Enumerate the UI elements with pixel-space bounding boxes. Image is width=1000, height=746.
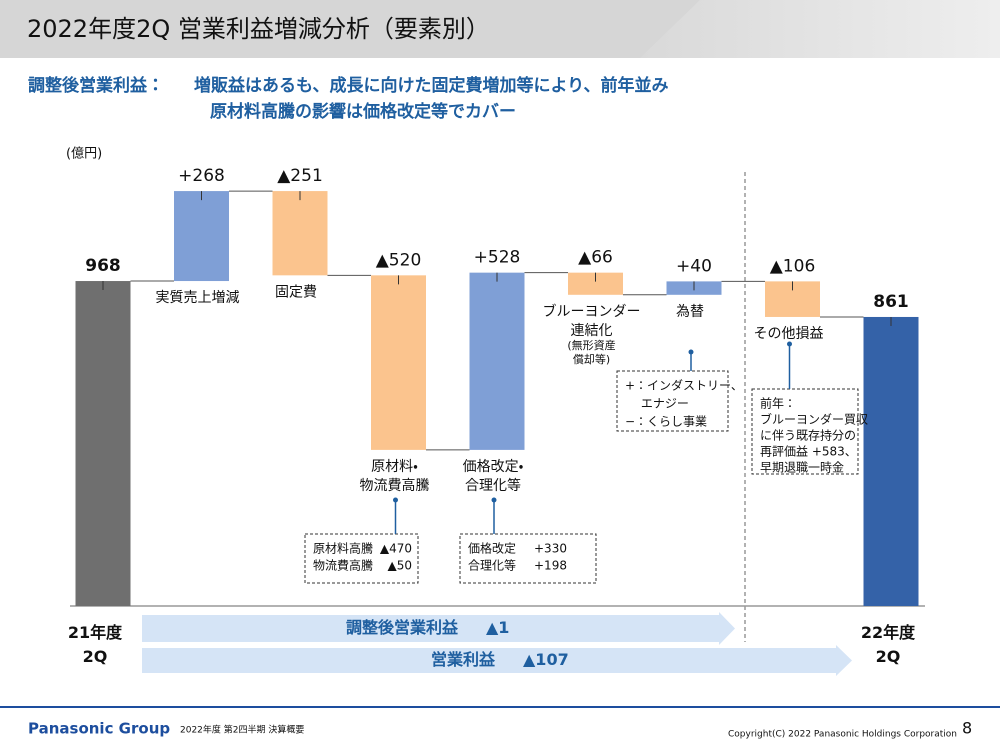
footer-doc: 2022年度 第2四半期 決算概要 [180,724,304,736]
annotation-text: 早期退職一時金 [760,461,844,475]
category-label: 固定費 [275,284,317,300]
text-line: 2Q [876,647,901,666]
category-label: 原材料・物流費高騰 [360,459,430,494]
annotation-box [459,533,597,584]
annotation-dot [688,349,694,355]
footer-copyright: Copyright(C) 2022 Panasonic Holdings Cor… [728,730,957,740]
annotation-text: 再評価益 +583、 [760,445,857,459]
summary-value: ▲107 [523,650,569,669]
text-line: 2Q [83,647,108,666]
category-label: 価格改定・合理化等 [463,459,524,494]
annotation-text: ▲50 [388,559,413,573]
category-label: 為替 [676,304,704,320]
value-label: ▲66 [578,248,613,268]
annotation-dot [787,341,792,347]
summary-arrow [142,612,735,645]
title: 2022年度2Q 営業利益増減分析（要素別） [27,15,490,43]
value-label: +528 [474,248,521,268]
delta-bar [469,272,525,450]
summary-value: ▲1 [486,618,509,637]
delta-bar [272,191,328,276]
category-label: 実質売上増減 [156,289,240,306]
header-accent [640,0,1000,58]
category-label: ブルーヨンダー連結化 [543,303,641,339]
text-line: (無形資産 [567,338,615,352]
value-label: ▲520 [376,250,422,270]
category-label: 22年度 2Q [861,623,916,666]
annotation-text: 価格改定 [468,541,516,556]
total-bar [75,281,131,606]
annotation-text: 前年： [760,396,796,411]
annotation-text: ブルーヨンダー買収 [760,412,868,427]
summary-arrow [142,645,852,676]
text-line: ブルーヨンダー [543,303,641,320]
text-line: 21年度 [68,623,123,642]
text-line: 償却等) [573,352,610,366]
page-number: 8 [962,719,972,738]
annotation-text: エナジー [625,397,689,411]
annotation-text: 物流費高騰 [313,558,373,573]
total-bar [863,316,919,606]
annotation-text: +：インダストリー、 [625,378,743,393]
annotation-text: +330 [534,542,567,556]
subtitle-line: 原材料高騰の影響は価格改定等でカバー [210,101,516,122]
value-label: +40 [676,256,712,276]
delta-bar [174,191,229,282]
category-note: (無形資産償却等) [567,338,615,366]
annotation-text: 原材料高騰 [313,541,373,556]
summary-label: 調整後営業利益 [346,618,459,637]
annotation-text: +198 [534,559,567,573]
summary-label: 営業利益 [431,650,496,669]
text-line: 物流費高騰 [360,477,430,494]
value-label: ▲251 [277,166,323,186]
text-line: 価格改定・ [463,459,524,475]
value-label: 968 [85,256,121,276]
value-label: ▲106 [770,256,816,276]
annotation-text: −：くらし事業 [625,415,707,429]
subtitle-line: 増販益はあるも、成長に向けた固定費増加等により、前年並み [194,75,668,96]
text-line: 合理化等 [465,477,521,494]
annotation-text: に伴う既存持分の [760,428,856,443]
subtitle-label: 調整後営業利益： [28,75,164,96]
text-line: 原材料・ [371,459,418,475]
category-label: その他損益 [754,326,824,342]
value-label: +268 [178,166,225,186]
annotation-text: 合理化等 [468,559,516,573]
unit-label: (億円) [66,147,102,162]
annotation-box [304,533,419,584]
value-label: 861 [873,292,909,312]
text-line: 連結化 [571,323,613,339]
annotation-box [616,370,729,432]
annotation-text: ▲470 [380,542,412,556]
delta-bar [371,275,426,450]
delta-bar [568,272,623,295]
annotation-dot [491,497,497,503]
footer-brand: Panasonic Group [28,720,170,738]
annotation-dot [393,497,398,503]
annotation-box [751,388,859,475]
text-line: 22年度 [861,623,916,642]
category-label: 21年度 2Q [68,623,123,666]
